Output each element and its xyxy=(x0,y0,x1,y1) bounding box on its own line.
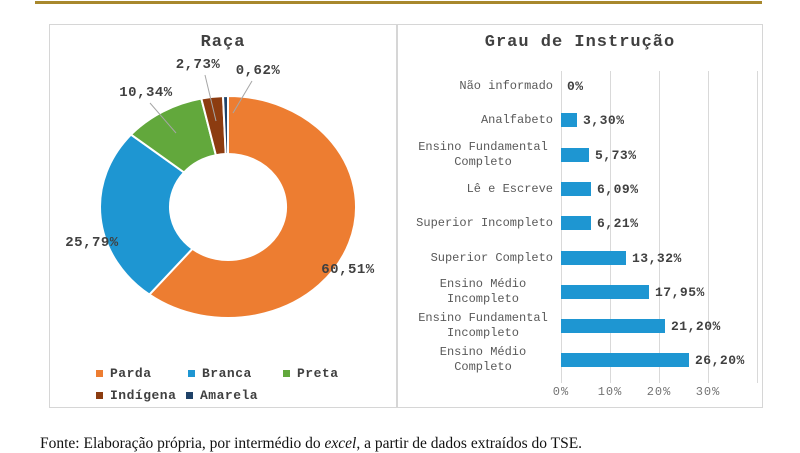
pie-slice-branca xyxy=(99,133,194,296)
pie-value-label-branca: 25,79% xyxy=(65,235,119,251)
bar-2 xyxy=(561,113,577,127)
bar-value-label: 0% xyxy=(567,78,584,94)
pie-leader-line xyxy=(204,74,217,122)
bar-8 xyxy=(561,319,665,333)
legend-swatch-icon xyxy=(188,369,195,377)
legend-item-amarela: Amarela xyxy=(186,387,259,403)
legend-label: Preta xyxy=(297,365,339,381)
x-axis-tick: 30% xyxy=(695,385,721,399)
pie-value-label-indígena: 2,73% xyxy=(176,57,221,73)
category-label: Ensino Fundamental Incompleto xyxy=(418,311,548,340)
source-note: Fonte: Elaboração própria, por intermédi… xyxy=(40,435,780,453)
category-label-cell: Ensino Fundamental Incompleto xyxy=(398,309,553,343)
bar-value-label: 21,20% xyxy=(671,318,721,334)
category-label-cell: Analfabeto xyxy=(398,103,553,137)
bar-value-label: 6,09% xyxy=(597,181,639,197)
legend-item-branca: Branca xyxy=(188,365,252,381)
bar-value-label: 5,73% xyxy=(595,147,637,163)
bar-6 xyxy=(561,251,626,265)
legend-swatch-icon xyxy=(283,369,290,377)
bar-value-label: 3,30% xyxy=(583,112,625,128)
bar-value-label: 17,95% xyxy=(655,284,705,300)
category-label: Analfabeto xyxy=(480,112,553,127)
category-label: Lê e Escreve xyxy=(466,181,553,196)
bar-5 xyxy=(561,216,591,230)
bar-4 xyxy=(561,182,591,196)
race-donut-chart: 60,51% 25,79% 10,34%2,73% 0,62% xyxy=(65,57,375,319)
bar-chart-title: Grau de Instrução xyxy=(484,33,676,52)
source-note-italic: excel xyxy=(324,434,357,452)
source-note-suffix: , a partir de dados extraídos do TSE. xyxy=(356,434,583,452)
bar-value-label: 13,32% xyxy=(632,250,682,266)
pie-value-label-preta: 10,34% xyxy=(119,85,173,101)
pie-slice-parda xyxy=(147,94,357,319)
pie-slice-amarela xyxy=(221,94,229,156)
education-chart-panel: Grau de Instrução Não informado 0% Analfab… xyxy=(397,24,763,408)
category-label: Ensino Médio Completo xyxy=(439,345,527,374)
top-rule xyxy=(35,1,762,4)
source-note-prefix: Fonte: Elaboração própria, por intermédi… xyxy=(40,434,325,452)
category-label: Superior Completo xyxy=(430,250,553,265)
legend-swatch-icon xyxy=(186,391,193,399)
bar-value-label: 6,21% xyxy=(597,215,639,231)
bar-value-label: 26,20% xyxy=(695,352,745,368)
legend-label: Amarela xyxy=(200,387,259,403)
gridline xyxy=(659,71,660,383)
legend-item-indígena: Indígena xyxy=(96,387,177,403)
bar-9 xyxy=(561,353,689,367)
category-label-cell: Lê e Escreve xyxy=(398,172,553,206)
category-label-cell: Superior Completo xyxy=(398,241,553,275)
pie-value-label-amarela: 0,62% xyxy=(236,63,281,79)
pie-value-label-parda: 60,51% xyxy=(321,262,375,278)
category-label: Ensino Fundamental Completo xyxy=(418,140,548,169)
pie-leader-line xyxy=(232,80,253,114)
bar-7 xyxy=(561,285,649,299)
x-axis-tick: 0% xyxy=(552,385,570,399)
category-label-cell: Ensino Médio Incompleto xyxy=(398,275,553,309)
category-label-cell: Não informado xyxy=(398,69,553,103)
legend-swatch-icon xyxy=(96,369,103,377)
gridline xyxy=(757,71,758,383)
legend-label: Parda xyxy=(110,365,152,381)
x-axis-tick: 10% xyxy=(597,385,623,399)
category-label: Não informado xyxy=(459,78,553,93)
category-label: Ensino Médio Incompleto xyxy=(439,277,527,306)
bar-3 xyxy=(561,148,589,162)
legend-item-parda: Parda xyxy=(96,365,152,381)
legend-label: Indígena xyxy=(110,387,177,403)
race-chart-panel: Raça 60,51% 25,79% 10,34% 2,73% 0,62% Parda B… xyxy=(49,24,397,408)
legend-item-preta: Preta xyxy=(283,365,339,381)
category-label-cell: Ensino Médio Completo xyxy=(398,343,553,377)
category-label-cell: Superior Incompleto xyxy=(398,206,553,240)
category-label-cell: Ensino Fundamental Completo xyxy=(398,138,553,172)
category-label: Superior Incompleto xyxy=(416,215,553,230)
gridline xyxy=(708,71,709,383)
gridline xyxy=(610,71,611,383)
legend-label: Branca xyxy=(202,365,252,381)
x-axis-tick: 20% xyxy=(646,385,672,399)
pie-leader-line xyxy=(149,102,177,134)
pie-chart-title: Raça xyxy=(200,33,246,52)
legend-swatch-icon xyxy=(96,391,103,399)
